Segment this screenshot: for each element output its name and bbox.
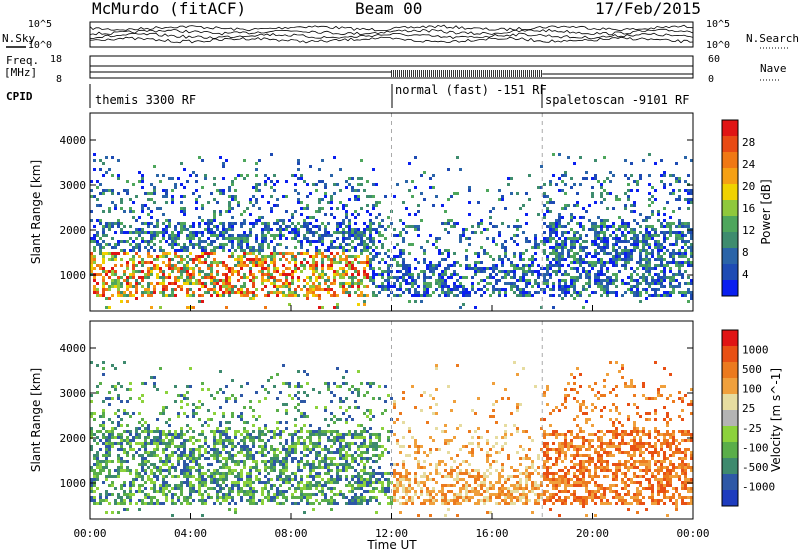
noise-tick-left-bottom: 10^0 — [28, 40, 52, 51]
freq-traces — [90, 65, 693, 77]
cpid-segment-3: spaletoscan -9101 RF — [545, 93, 690, 107]
power-data — [90, 113, 693, 311]
colorbar-tick-label: 100 — [742, 383, 762, 396]
cpid-segment-2: normal (fast) -151 RF — [395, 83, 547, 97]
freq-unit-label: [MHz] — [4, 66, 37, 79]
colorbar-tick-label: -25 — [742, 422, 762, 435]
cpid-segment-1: themis 3300 RF — [95, 93, 196, 107]
y-tick-label: 2000 — [60, 432, 87, 445]
noise-tick-right-top: 10^5 — [706, 19, 730, 30]
x-tick-label: 00:00 — [676, 527, 709, 540]
nsky-label: N.Sky — [2, 32, 35, 45]
x-tick-label: 16:00 — [475, 527, 508, 540]
x-ticks: 00:00 04:00 08:00 12:00 16:00 20:00 00:00 — [73, 305, 710, 540]
velocity-panel: 4000 3000 2000 1000 Slant Range [km] 1000 50… — [29, 320, 783, 520]
nave-tick-bottom: 0 — [708, 74, 714, 85]
power-y-ticks: 4000 3000 2000 1000 — [60, 134, 693, 282]
colorbar-tick-label: 28 — [742, 136, 755, 149]
colorbar-tick-label: -100 — [742, 441, 769, 454]
freq-panel: 18 8 60 0 Freq. [MHz] Nave — [4, 54, 787, 85]
power-colorbar-label: Power [dB] — [759, 179, 773, 244]
station-title: McMurdo (fitACF) — [92, 0, 246, 18]
y-tick-label: 2000 — [60, 224, 87, 237]
velocity-ylabel: Slant Range [km] — [29, 368, 43, 472]
colorbar-tick-label: -500 — [742, 461, 769, 474]
colorbar-tick-label: 25 — [742, 402, 755, 415]
x-tick-label: 08:00 — [274, 527, 307, 540]
nave-label: Nave — [760, 62, 787, 75]
x-tick-label: 12:00 — [375, 527, 408, 540]
x-tick-label: 20:00 — [576, 527, 609, 540]
nave-tick-top: 60 — [708, 54, 720, 65]
velocity-colorbar: 1000 500 100 25 -25 -100 -500 -1000 — [721, 329, 775, 507]
power-panel: 4000 3000 2000 1000 Slant Range [km] 28 24 20… — [29, 112, 773, 312]
x-tick-label: 04:00 — [174, 527, 207, 540]
colorbar-tick-label: 20 — [742, 180, 755, 193]
colorbar-tick-label: 4 — [742, 268, 749, 281]
colorbar-tick-label: 12 — [742, 224, 755, 237]
cpid-label: CPID — [6, 90, 33, 103]
freq-label: Freq. — [6, 54, 39, 67]
colorbar-tick-label: 500 — [742, 363, 762, 376]
noise-tick-left-top: 10^5 — [28, 19, 52, 30]
y-tick-label: 3000 — [60, 179, 87, 192]
velocity-colorbar-label: Velocity [m s^-1] — [769, 368, 783, 472]
beam-title: Beam 00 — [355, 0, 422, 18]
cpid-row: CPID themis 3300 RF normal (fast) -151 R… — [6, 83, 690, 108]
velocity-data — [90, 321, 693, 519]
noise-traces — [89, 24, 694, 44]
nsearch-label: N.Search — [746, 32, 799, 45]
x-tick-label: 00:00 — [73, 527, 106, 540]
y-tick-label: 4000 — [60, 134, 87, 147]
y-tick-label: 3000 — [60, 387, 87, 400]
x-axis-label: Time UT — [366, 538, 417, 552]
freq-tick-bottom: 8 — [56, 74, 62, 85]
y-tick-label: 1000 — [60, 477, 87, 490]
y-tick-label: 4000 — [60, 342, 87, 355]
velocity-y-ticks: 4000 3000 2000 1000 — [60, 342, 693, 490]
freq-tick-top: 18 — [50, 54, 62, 65]
date-title: 17/Feb/2015 — [595, 0, 701, 18]
y-tick-label: 1000 — [60, 269, 87, 282]
colorbar-tick-label: 1000 — [742, 344, 769, 357]
power-colorbar: 28 24 20 16 12 8 4 — [721, 119, 756, 297]
colorbar-tick-label: 24 — [742, 158, 756, 171]
noise-tick-right-bottom: 10^0 — [706, 40, 730, 51]
power-ylabel: Slant Range [km] — [29, 160, 43, 264]
colorbar-tick-label: 16 — [742, 202, 755, 215]
noise-panel: 10^5 10^0 10^5 10^0 N.Sky N.Search — [2, 19, 799, 51]
colorbar-tick-label: -1000 — [742, 480, 775, 493]
colorbar-tick-label: 8 — [742, 246, 749, 259]
